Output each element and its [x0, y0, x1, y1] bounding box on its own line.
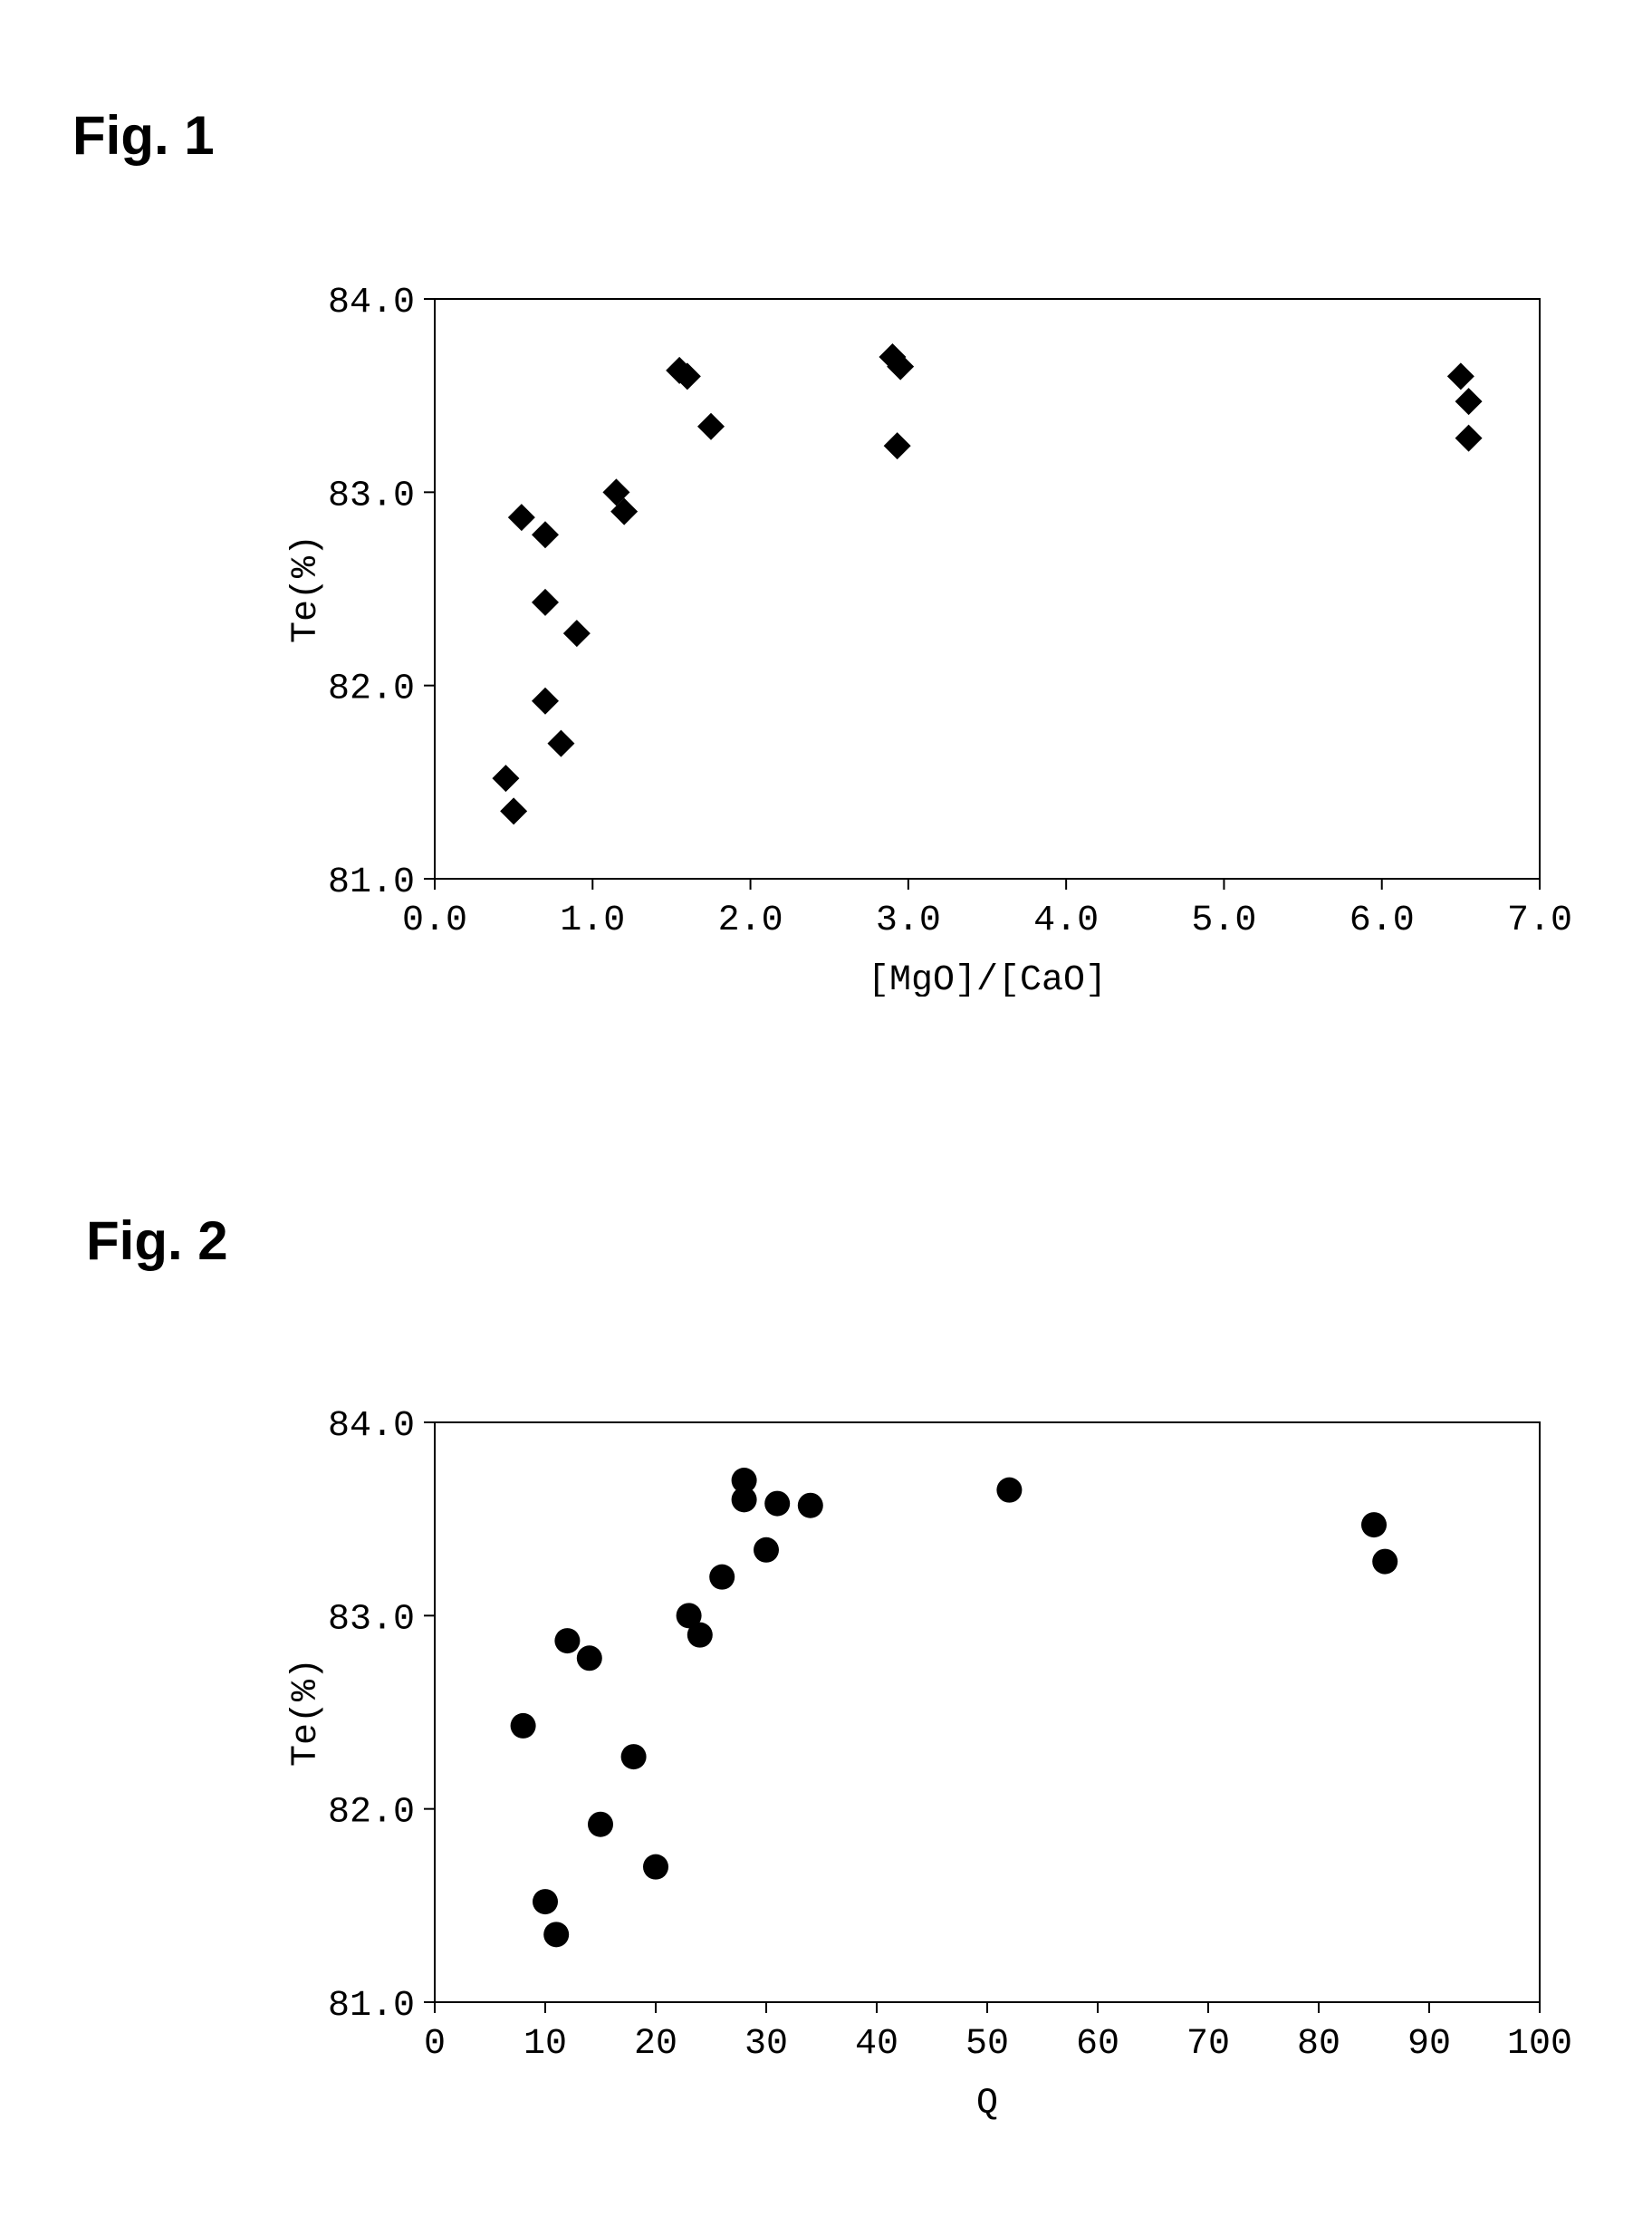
- page: Fig. 1 0.0 1.0 2.0 3.0 4.0 5.0 6.0 7.0 81.0 82.0 8…: [0, 0, 1652, 2235]
- chart2-data-point: [543, 1922, 569, 1947]
- chart2-xtick-label: 40: [855, 2024, 898, 2065]
- figure-1-label: Fig. 1: [72, 104, 215, 167]
- chart2-svg: 0 10 20 30 40 50 60 70 80 90 100 81.0 82.0 83.0 84.0 Q T…: [263, 1386, 1603, 2120]
- chart1-xlabel: [MgO]/[CaO]: [868, 960, 1107, 997]
- chart2-xtick-label: 20: [634, 2024, 677, 2065]
- chart2-data-point: [1361, 1512, 1387, 1537]
- chart2-data-point: [732, 1487, 757, 1512]
- chart2-xlabel: Q: [976, 2084, 998, 2120]
- chart1-ytick-label: 81.0: [328, 862, 415, 903]
- chart2-ylabel: Te(%): [286, 1658, 327, 1767]
- chart1-xtick-label: 3.0: [876, 901, 941, 941]
- chart1-xtick-label: 5.0: [1191, 901, 1256, 941]
- chart1-xtick-label: 7.0: [1507, 901, 1572, 941]
- chart2-data-point: [709, 1565, 735, 1590]
- chart2-data-point: [554, 1628, 580, 1653]
- chart2-xtick-label: 10: [523, 2024, 567, 2065]
- chart2-data-point: [1372, 1549, 1397, 1575]
- chart2-xtick-label: 0: [424, 2024, 446, 2065]
- chart1-xtick-label: 0.0: [402, 901, 467, 941]
- chart1-ytick-label: 82.0: [328, 670, 415, 710]
- chart2-data-point: [533, 1889, 558, 1914]
- chart2-ytick-label: 81.0: [328, 1986, 415, 2027]
- chart2-data-point: [588, 1812, 613, 1837]
- chart2-data-point: [687, 1623, 713, 1648]
- chart2-data-point: [996, 1478, 1022, 1503]
- chart2-data-point: [621, 1744, 647, 1769]
- chart2-xtick-label: 90: [1407, 2024, 1451, 2065]
- chart1-xtick-label: 2.0: [718, 901, 783, 941]
- chart1-ytick-label: 83.0: [328, 476, 415, 516]
- chart1-xtick-label: 4.0: [1033, 901, 1099, 941]
- chart2-xtick-label: 50: [965, 2024, 1009, 2065]
- chart1-ytick-label: 84.0: [328, 283, 415, 323]
- chart2-data-point: [643, 1854, 668, 1880]
- chart2-data-point: [798, 1493, 823, 1518]
- chart2-xtick-label: 60: [1076, 2024, 1119, 2065]
- chart2-data-point: [577, 1645, 602, 1671]
- chart1-xtick-label: 6.0: [1349, 901, 1415, 941]
- chart2-ytick-label: 82.0: [328, 1793, 415, 1834]
- chart2-ytick-label: 83.0: [328, 1599, 415, 1640]
- chart2-xtick-label: 30: [744, 2024, 788, 2065]
- chart1-ylabel: Te(%): [286, 535, 327, 643]
- chart2-xtick-label: 70: [1186, 2024, 1230, 2065]
- chart2-data-point: [764, 1491, 790, 1517]
- chart2-data-point: [511, 1713, 536, 1739]
- chart1-plot-area: [435, 299, 1540, 879]
- chart1-xtick-label: 1.0: [560, 901, 625, 941]
- chart-2-container: 0 10 20 30 40 50 60 70 80 90 100 81.0 82.0 83.0 84.0 Q T…: [263, 1386, 1603, 2120]
- chart2-xtick-label: 80: [1297, 2024, 1340, 2065]
- chart2-plot-area: [435, 1422, 1540, 2002]
- chart1-svg: 0.0 1.0 2.0 3.0 4.0 5.0 6.0 7.0 81.0 82.0 83.0 84.0…: [263, 263, 1603, 997]
- chart2-ytick-label: 84.0: [328, 1406, 415, 1447]
- figure-2-label: Fig. 2: [86, 1209, 228, 1272]
- chart2-xtick-label: 100: [1507, 2024, 1572, 2065]
- chart-1-container: 0.0 1.0 2.0 3.0 4.0 5.0 6.0 7.0 81.0 82.0 83.0 84.0…: [263, 263, 1603, 997]
- chart2-data-point: [754, 1537, 779, 1563]
